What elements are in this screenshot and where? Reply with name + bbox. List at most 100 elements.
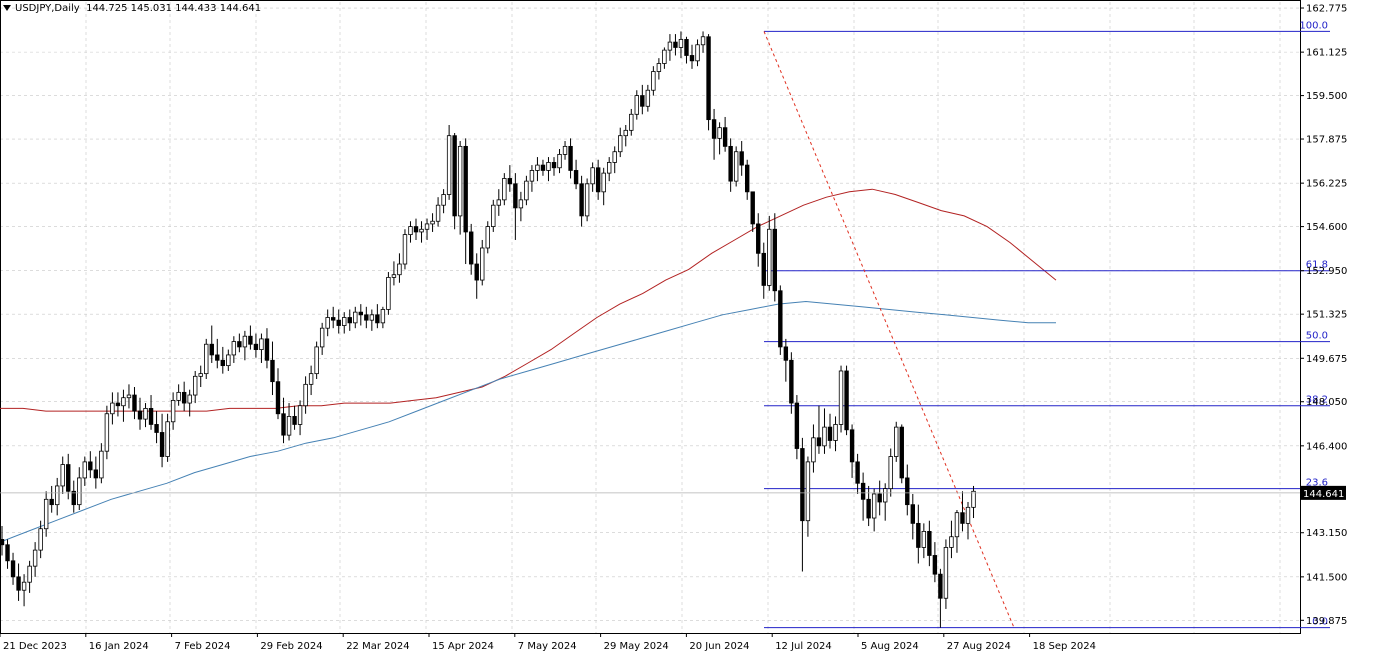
candle-bear (132, 394, 137, 412)
candle-bull (833, 424, 838, 441)
candle-bear (960, 512, 965, 524)
time-tick-label: 15 Apr 2024 (432, 641, 494, 652)
time-tick-label: 7 Feb 2024 (175, 641, 231, 652)
candle-bear (330, 317, 336, 321)
candle-bear (115, 402, 121, 407)
moving-average-slow-line (0, 188, 1057, 412)
time-tick-label: 5 Aug 2024 (861, 641, 919, 652)
candle-bull (314, 346, 319, 375)
candle-bull (717, 127, 722, 139)
candle-bear (159, 432, 165, 457)
candle-bear (0, 539, 5, 546)
candle-bear (739, 151, 744, 166)
open-value: 144.725 (86, 3, 128, 14)
candle-bull (612, 151, 617, 163)
candle-bear (220, 359, 225, 367)
candle-bull (386, 276, 391, 310)
candle-bull (308, 373, 314, 385)
candle-bear (568, 145, 573, 171)
candle-bear (932, 555, 938, 575)
candle-bull (402, 234, 408, 265)
candle-bull (204, 343, 209, 375)
price-axis: 162.775 161.125 159.500 157.875 156.225 154.6… (0, 4, 1347, 627)
price-tick-label: 141.500 (1306, 572, 1347, 583)
collapse-triangle-icon[interactable] (3, 5, 11, 11)
candle-bear (513, 183, 518, 209)
candle-bear (750, 191, 755, 225)
candle-bear (684, 39, 689, 56)
fib-level-label: 61.8 (1306, 260, 1328, 271)
candle-bull (491, 204, 496, 227)
candle-bull (811, 437, 816, 463)
candle-bull (871, 493, 877, 519)
candle-bull (38, 528, 43, 551)
candle-bear (877, 493, 882, 503)
candle-bear (551, 162, 557, 169)
time-tick-label: 12 Jul 2024 (775, 641, 832, 652)
candle-bull (391, 274, 397, 278)
candle-bull (104, 413, 110, 452)
fib-level-label: 23.6 (1306, 478, 1328, 489)
price-tick-label: 161.125 (1306, 48, 1347, 59)
candle-bull (297, 405, 303, 425)
time-tick-label: 29 Feb 2024 (260, 641, 322, 652)
candle-bull (921, 530, 927, 548)
candle-bear (16, 576, 21, 591)
candle-bull (457, 145, 463, 217)
time-tick-label: 20 Jun 2024 (689, 641, 749, 652)
candle-bull (623, 129, 628, 137)
candle-bear (275, 381, 281, 415)
candle-bear (772, 228, 777, 292)
fib-level-label: 100.0 (1299, 20, 1328, 31)
price-tick-label: 149.675 (1306, 354, 1347, 365)
candle-bull (192, 375, 198, 396)
candles (0, 31, 976, 628)
candle-bull (99, 450, 104, 479)
candle-bull (126, 394, 132, 399)
moving-averages (0, 188, 1057, 543)
candle-bull (480, 247, 485, 281)
candle-bull (590, 167, 595, 185)
fibonacci-retracement[interactable]: 100.0 61.8 50.0 38.2 23.6 0.0 (763, 20, 1330, 629)
candle-bear (93, 469, 99, 479)
candle-bull (408, 226, 413, 236)
candle-bull (424, 223, 430, 230)
candle-bull (43, 498, 49, 530)
candle-bull (380, 309, 386, 324)
candle-bear (866, 498, 871, 519)
candle-bear (281, 413, 286, 436)
candle-bull (21, 581, 27, 591)
candle-bull (353, 311, 358, 324)
candle-bull (634, 95, 639, 115)
price-tick-label: 156.225 (1306, 179, 1347, 190)
candle-bear (264, 338, 270, 361)
candle-bull (303, 383, 308, 407)
candle-bear (474, 263, 479, 281)
candle-bull (502, 178, 507, 201)
candle-bear (756, 223, 761, 254)
candle-bear (816, 437, 822, 447)
candle-bear (253, 343, 259, 350)
candle-bear (855, 461, 860, 484)
time-tick-label: 21 Dec 2023 (3, 641, 67, 652)
candle-bull (656, 63, 662, 72)
candle-bear (10, 560, 16, 578)
candle-bull (121, 397, 126, 407)
candle-bull (82, 461, 87, 479)
candle-bull (342, 317, 347, 326)
moving-average-fast-line (0, 300, 1056, 543)
candle-bull (419, 228, 424, 233)
candle-bull (888, 456, 893, 490)
candle-bull (557, 154, 562, 169)
candle-bull (767, 228, 772, 286)
candle-bull (446, 135, 452, 195)
candle-bear (849, 429, 855, 463)
candle-bull (198, 373, 203, 377)
candle-bull (430, 220, 435, 225)
candle-bull (584, 183, 590, 217)
candle-bear (794, 402, 800, 449)
candle-bull (60, 464, 65, 487)
candle-bear (844, 370, 849, 431)
